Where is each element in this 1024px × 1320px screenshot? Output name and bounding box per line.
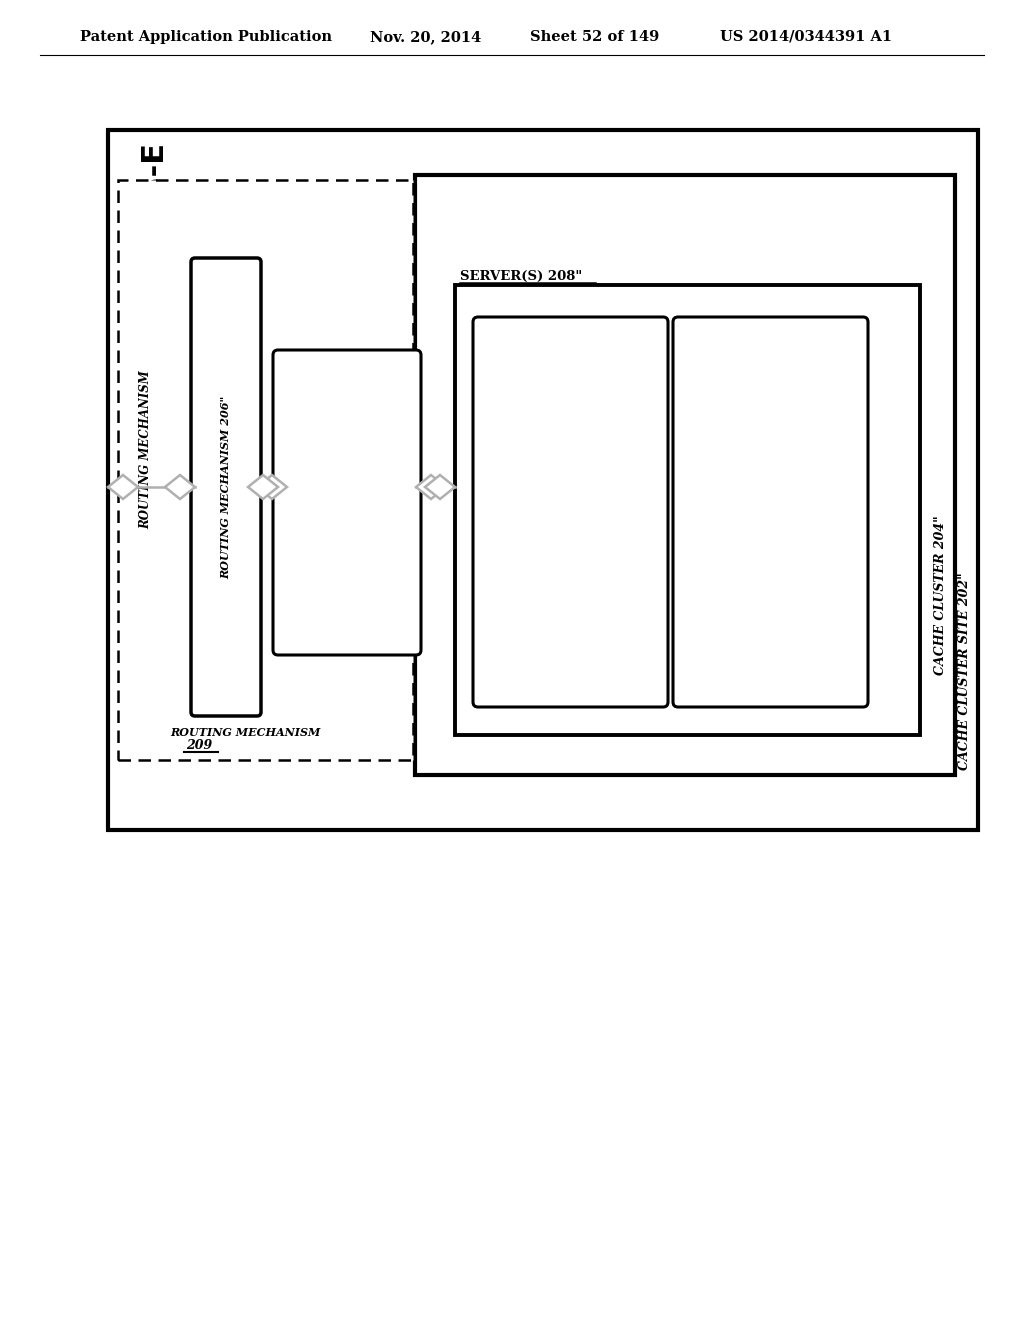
Text: STREAMING
SERVER(S)
214": STREAMING SERVER(S) 214" <box>728 474 813 520</box>
Text: ROUTING
MECHANISM
210": ROUTING MECHANISM 210" <box>302 465 392 511</box>
Text: SERVER(S) 208": SERVER(S) 208" <box>460 271 583 282</box>
Bar <box>455 285 920 735</box>
Polygon shape <box>165 475 195 499</box>
Text: CACHE CLUSTER 204": CACHE CLUSTER 204" <box>935 515 947 675</box>
Polygon shape <box>257 475 287 499</box>
FancyBboxPatch shape <box>273 350 421 655</box>
Text: 209: 209 <box>186 739 212 752</box>
Text: Sheet 52 of 149: Sheet 52 of 149 <box>530 30 659 44</box>
Text: ROUTING MECHANISM: ROUTING MECHANISM <box>139 371 153 529</box>
Text: ROUTING MECHANISM 206": ROUTING MECHANISM 206" <box>220 396 231 578</box>
Bar <box>108 129 978 830</box>
Text: CACHING
SERVER(S)
212": CACHING SERVER(S) 212" <box>534 474 607 520</box>
Text: Nov. 20, 2014: Nov. 20, 2014 <box>370 30 481 44</box>
FancyBboxPatch shape <box>191 257 261 715</box>
Text: Patent Application Publication: Patent Application Publication <box>80 30 332 44</box>
Text: ROUTING MECHANISM 206": ROUTING MECHANISM 206" <box>220 396 231 578</box>
FancyBboxPatch shape <box>473 317 668 708</box>
Bar <box>415 176 955 775</box>
Polygon shape <box>248 475 278 499</box>
Text: US 2014/0344391 A1: US 2014/0344391 A1 <box>720 30 892 44</box>
Bar <box>118 180 413 760</box>
Text: CACHE CLUSTER SITE 202": CACHE CLUSTER SITE 202" <box>957 573 971 770</box>
Text: ROUTING MECHANISM: ROUTING MECHANISM <box>170 727 321 738</box>
Text: FIG. 5-E: FIG. 5-E <box>140 143 170 277</box>
Polygon shape <box>108 475 138 499</box>
FancyBboxPatch shape <box>673 317 868 708</box>
Polygon shape <box>425 475 455 499</box>
Polygon shape <box>416 475 446 499</box>
